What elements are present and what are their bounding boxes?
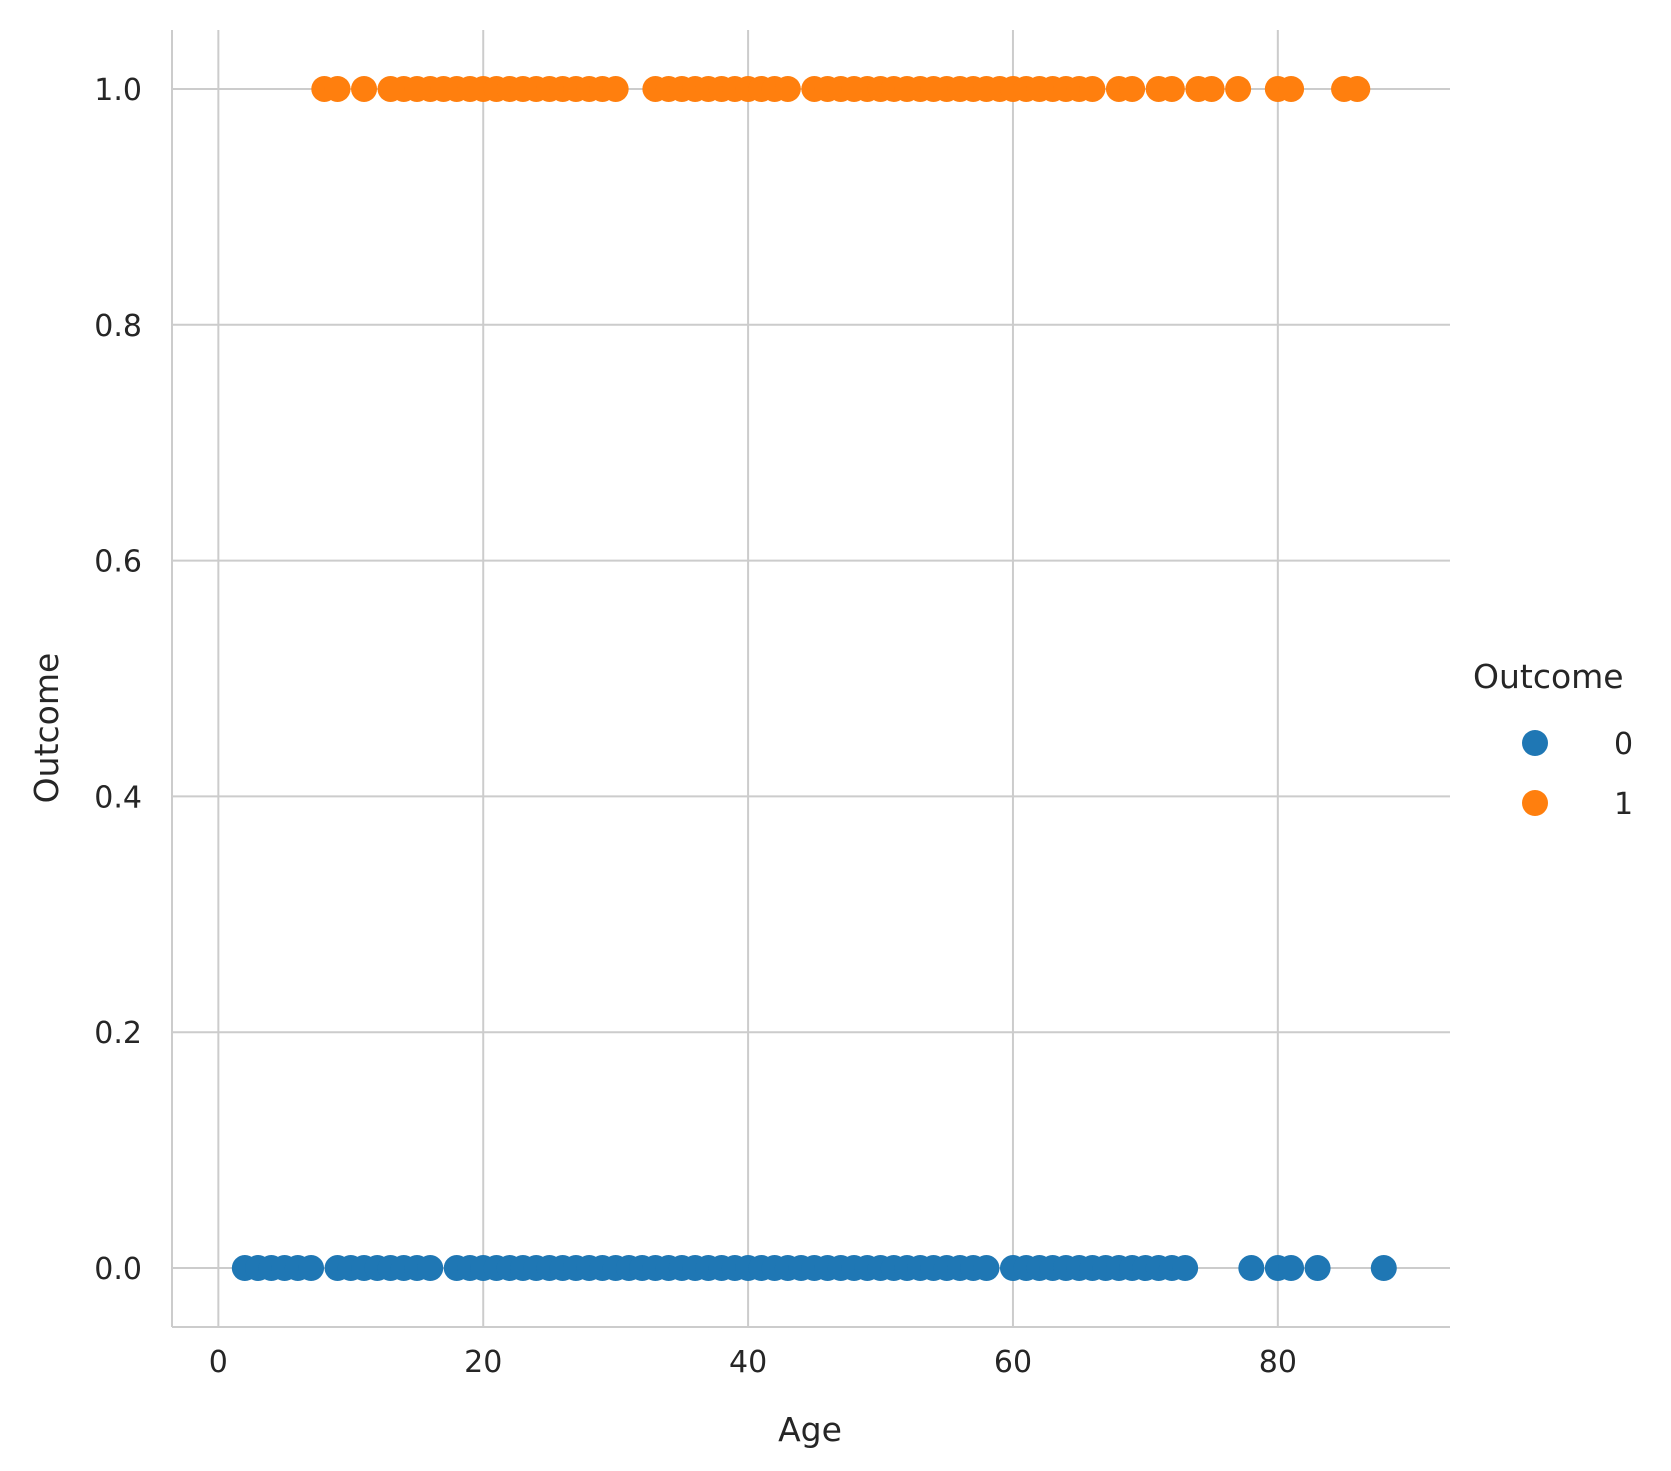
data-point-outcome-0 (1370, 1255, 1397, 1282)
x-tick-label: 60 (994, 1345, 1032, 1380)
y-tick-label: 0.6 (94, 545, 142, 580)
data-point-outcome-1 (1225, 75, 1252, 102)
data-point-outcome-0 (1172, 1255, 1199, 1282)
data-point-outcome-0 (298, 1255, 325, 1282)
data-points (231, 75, 1397, 1282)
data-point-outcome-1 (1158, 75, 1185, 102)
y-tick-label: 1.0 (94, 73, 142, 108)
legend: Outcome 0 1 (1473, 657, 1633, 822)
data-point-outcome-0 (417, 1255, 444, 1282)
y-tick-label: 0.4 (94, 780, 142, 815)
legend-marker-1 (1522, 790, 1548, 816)
x-axis-label: Age (778, 1410, 842, 1449)
data-point-outcome-1 (324, 75, 351, 102)
data-point-outcome-1 (1079, 75, 1106, 102)
data-point-outcome-1 (1344, 75, 1371, 102)
x-tick-label: 20 (464, 1345, 502, 1380)
x-tick-label: 0 (209, 1345, 228, 1380)
data-point-outcome-1 (1278, 75, 1305, 102)
x-tick-label: 80 (1259, 1345, 1297, 1380)
data-point-outcome-0 (973, 1255, 1000, 1282)
data-point-outcome-1 (1119, 75, 1146, 102)
legend-marker-0 (1522, 730, 1548, 756)
grid (172, 30, 1450, 1327)
data-point-outcome-0 (1278, 1255, 1305, 1282)
legend-label-1: 1 (1614, 787, 1633, 822)
data-point-outcome-1 (351, 75, 378, 102)
legend-title: Outcome (1473, 657, 1624, 696)
x-tick-label: 40 (729, 1345, 767, 1380)
y-axis-label: Outcome (27, 653, 66, 804)
y-tick-label: 0.2 (94, 1016, 142, 1051)
data-point-outcome-1 (602, 75, 629, 102)
data-point-outcome-1 (1198, 75, 1225, 102)
axes-spines (171, 30, 1450, 1328)
legend-label-0: 0 (1614, 727, 1633, 762)
data-point-outcome-1 (774, 75, 801, 102)
y-tick-label: 0.8 (94, 309, 142, 344)
data-point-outcome-0 (1238, 1255, 1265, 1282)
y-tick-label: 0.0 (94, 1252, 142, 1287)
data-point-outcome-0 (1304, 1255, 1331, 1282)
tick-labels: 0 20 40 60 80 0.0 0.2 0.4 0.6 0.8 1.0 (94, 73, 1297, 1380)
